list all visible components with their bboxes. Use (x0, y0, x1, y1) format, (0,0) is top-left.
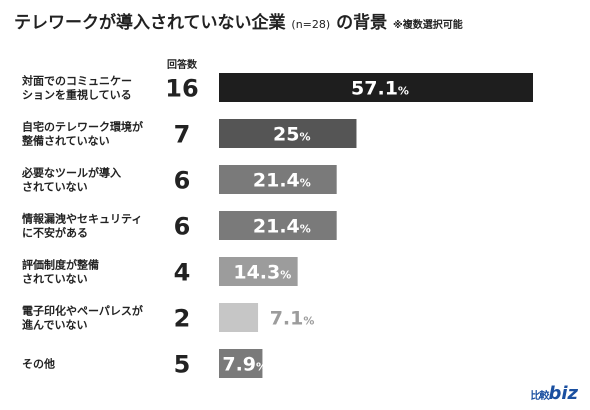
title-suffix: の背景 (336, 13, 388, 33)
hikaku-biz-logo: 比較biz (530, 383, 578, 404)
count-column-header: 回答数 (167, 60, 197, 71)
value-label: 57.1% (351, 78, 409, 100)
category-label: 評価制度が整備されていない (22, 258, 99, 286)
bar (219, 257, 298, 286)
category-label: 電子印化やペーパレスが進んでいない (22, 304, 143, 332)
bar (219, 211, 337, 240)
category-label: 対面でのコミュニケーションを重視している (21, 74, 132, 102)
value-label: 21.4% (253, 170, 311, 192)
count-label: 16 (165, 75, 198, 103)
bar (219, 165, 337, 194)
value-label: 25% (273, 124, 310, 146)
category-label: 自宅のテレワーク環境が整備されていない (21, 120, 143, 148)
value-label: 7.9% (222, 354, 267, 376)
logo-jp-text: 比較 (530, 391, 549, 402)
value-label: 14.3% (233, 262, 291, 284)
category-label: その他 (22, 357, 55, 371)
title-note: ※複数選択可能 (393, 20, 463, 31)
category-label: 必要なツールが導入されていない (21, 166, 121, 194)
count-label: 6 (174, 167, 191, 195)
count-label: 4 (174, 259, 191, 287)
value-label: 7.1% (270, 308, 315, 330)
bar (219, 73, 533, 102)
title-sample-size: (n=28) (291, 18, 331, 31)
count-label: 5 (174, 351, 191, 379)
count-label: 6 (174, 213, 191, 241)
value-label: 21.4% (253, 216, 311, 238)
chart-title: テレワークが導入されていない企業 (n=28) の背景 ※複数選択可能 (14, 8, 463, 33)
bar (219, 303, 259, 332)
bar (219, 119, 357, 148)
count-label: 2 (174, 305, 191, 333)
count-label: 7 (174, 121, 191, 149)
title-main: テレワークが導入されていない企業 (14, 13, 286, 33)
bar (219, 349, 263, 378)
category-label: 情報漏洩やセキュリティに不安がある (22, 212, 142, 240)
logo-biz-text: biz (548, 383, 578, 404)
